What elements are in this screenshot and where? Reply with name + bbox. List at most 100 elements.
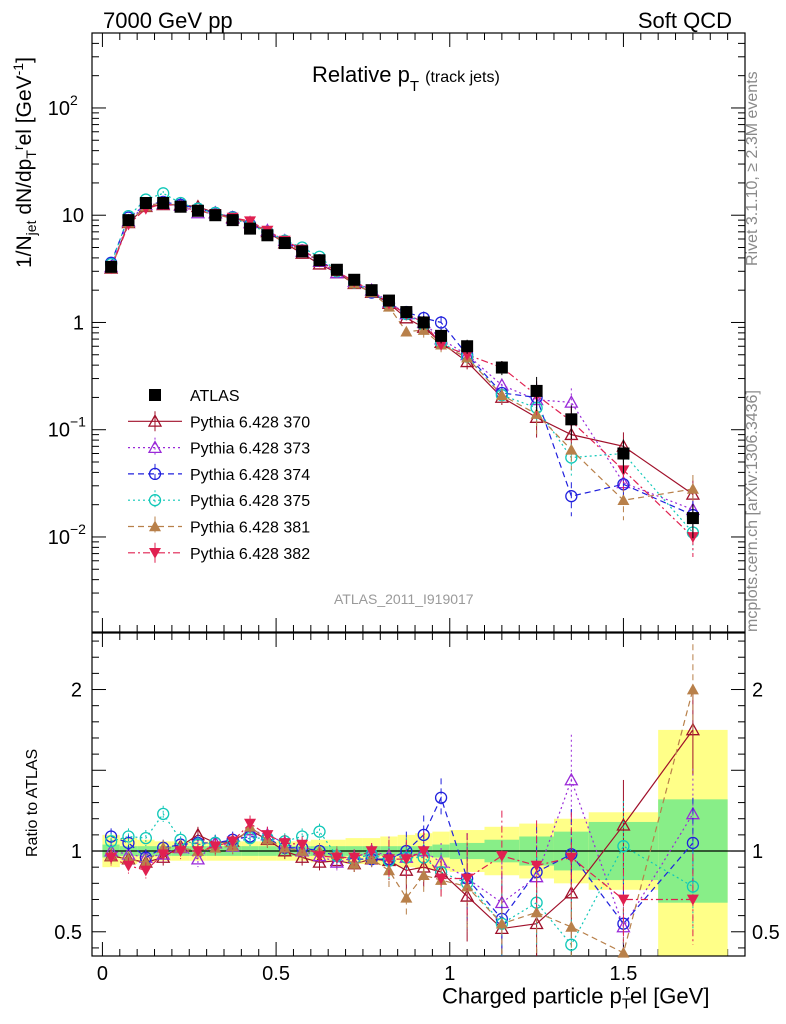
y-tick-label: 10 (48, 98, 70, 120)
data-point (209, 209, 222, 222)
ratio-y-tick-label: 1 (71, 841, 82, 863)
ratio-panel: 0 0.5 1 1.5 0.5 0.5 1 1 2 2 (54, 632, 780, 985)
ratio-y-tick-label-right: 1 (752, 841, 763, 863)
ratio-point (312, 854, 327, 868)
ratio-point (686, 683, 699, 695)
legend-label: Pythia 6.428 382 (190, 546, 310, 563)
ratio-point (190, 851, 206, 865)
ratio-frame (91, 632, 746, 957)
x-tick-label: 0 (97, 963, 108, 985)
ratio-point (139, 856, 152, 868)
ratio-point (313, 851, 326, 862)
ratio-point (261, 830, 274, 841)
mc-point (617, 494, 630, 506)
mc-point (565, 443, 578, 455)
ratio-point (565, 852, 578, 864)
mc-point (244, 216, 257, 228)
mc-point (461, 349, 474, 361)
data-point (122, 214, 135, 227)
data-point (139, 196, 152, 209)
plot-title-main: Relative p (312, 62, 410, 87)
data-point (365, 284, 378, 297)
y-tick-label: 10 (62, 205, 84, 227)
data-point (105, 260, 118, 273)
mc-point (434, 316, 448, 329)
ratio-point (174, 846, 187, 858)
ratio-point (565, 938, 578, 951)
plot-title-extra: (track jets) (425, 69, 500, 86)
y-tick-exponent: −1 (70, 414, 86, 430)
ratio-point (417, 869, 430, 881)
ratio-point (495, 851, 508, 862)
ratio-point (139, 831, 152, 845)
data-point (417, 316, 430, 329)
ratio-point (226, 836, 239, 848)
data-point (296, 245, 309, 258)
data-point (191, 204, 204, 217)
ratio-point (330, 852, 343, 864)
ratio-point (400, 854, 413, 866)
ratio-point (461, 873, 474, 885)
ratio-point (617, 946, 630, 958)
ratio-point (617, 840, 630, 853)
data-point (617, 447, 630, 460)
ratio-point (382, 854, 395, 866)
ratio-point (565, 920, 578, 932)
ratio-point (104, 835, 118, 848)
ratio-series-line (110, 778, 694, 929)
legend-label: Pythia 6.428 374 (190, 467, 310, 484)
legend: ATLAS Pythia 6.428 370 Pythia 6.428 373 Pyt… (128, 388, 310, 563)
ratio-point (191, 846, 204, 858)
ratio-point (434, 791, 448, 804)
data-point (313, 254, 326, 267)
analysis-id: ATLAS_2011_I919017 (334, 591, 474, 607)
series-line (110, 203, 694, 538)
ratio-point (616, 817, 631, 831)
legend-marker (149, 548, 161, 559)
ratio-point (417, 846, 430, 858)
ratio-point (617, 894, 630, 906)
data-point (330, 263, 343, 276)
ratio-point (104, 830, 118, 843)
mc-point (686, 483, 699, 494)
data-point (244, 222, 257, 235)
y-tick-label: 10 (48, 527, 70, 549)
legend-label: Pythia 6.428 375 (190, 493, 310, 510)
ratio-point (530, 906, 543, 918)
energy-label: 7000 GeV pp (103, 8, 233, 33)
ratio-point (244, 818, 257, 830)
ratio-point (296, 839, 309, 851)
ratio-point (329, 854, 344, 868)
y-tick-exponent: 2 (70, 92, 78, 108)
ratio-point (686, 836, 700, 850)
data-point (261, 229, 274, 242)
ratio-point (122, 836, 135, 850)
ratio-point (105, 852, 118, 864)
data-point (382, 294, 395, 307)
ratio-point (495, 917, 508, 929)
legend-label: ATLAS (190, 388, 240, 405)
mc-point (495, 389, 508, 400)
process-label: Soft QCD (637, 8, 732, 33)
ratio-series-line (110, 689, 694, 954)
data-point (348, 273, 361, 286)
ratio-point (295, 850, 310, 863)
data-point (495, 361, 508, 374)
legend-marker (147, 440, 163, 454)
ratio-point (435, 873, 448, 885)
ratio-point (400, 891, 413, 903)
ratio-point (530, 860, 543, 872)
data-point (461, 340, 474, 353)
ratio-y-tick-label: 2 (71, 680, 82, 702)
y-tick-exponent: −2 (70, 521, 86, 537)
data-point (400, 306, 413, 319)
ratio-y-tick-label-right: 2 (752, 680, 763, 702)
data-point (278, 237, 291, 250)
ratio-point (564, 772, 579, 786)
legend-label: Pythia 6.428 370 (190, 414, 310, 431)
ratio-point (460, 888, 475, 902)
x-tick-label: 0.5 (262, 963, 290, 985)
legend-label: Pythia 6.428 373 (190, 441, 310, 458)
mc-point (565, 490, 578, 503)
